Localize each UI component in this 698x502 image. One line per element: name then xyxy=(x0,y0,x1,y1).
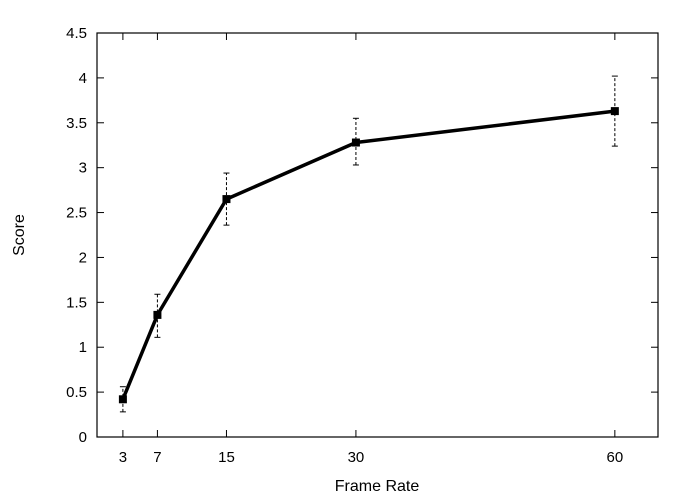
data-point xyxy=(610,107,619,116)
y-axis-label: Score xyxy=(11,214,28,256)
x-axis-label: Frame Rate xyxy=(335,478,420,495)
x-tick-label: 15 xyxy=(218,449,235,466)
x-tick-label: 30 xyxy=(348,449,365,466)
y-tick-label: 3.5 xyxy=(66,115,87,132)
y-tick-label: 0 xyxy=(79,429,87,446)
y-tick-label: 3 xyxy=(79,160,87,177)
data-point xyxy=(153,310,162,319)
y-tick-label: 4.5 xyxy=(66,25,87,42)
data-point xyxy=(118,395,127,404)
y-tick-label: 2 xyxy=(79,249,87,266)
x-tick-label: 3 xyxy=(119,449,127,466)
y-tick-label: 1 xyxy=(79,339,87,356)
y-tick-label: 2.5 xyxy=(66,205,87,222)
y-tick-label: 0.5 xyxy=(66,384,87,401)
series-line xyxy=(121,109,616,400)
data-point xyxy=(222,195,231,204)
plot-frame xyxy=(96,32,659,438)
y-tick-label: 1.5 xyxy=(66,294,87,311)
y-tick-label: 4 xyxy=(79,70,87,87)
x-tick-label: 7 xyxy=(153,449,161,466)
data-point xyxy=(351,138,360,147)
x-tick-label: 60 xyxy=(607,449,624,466)
